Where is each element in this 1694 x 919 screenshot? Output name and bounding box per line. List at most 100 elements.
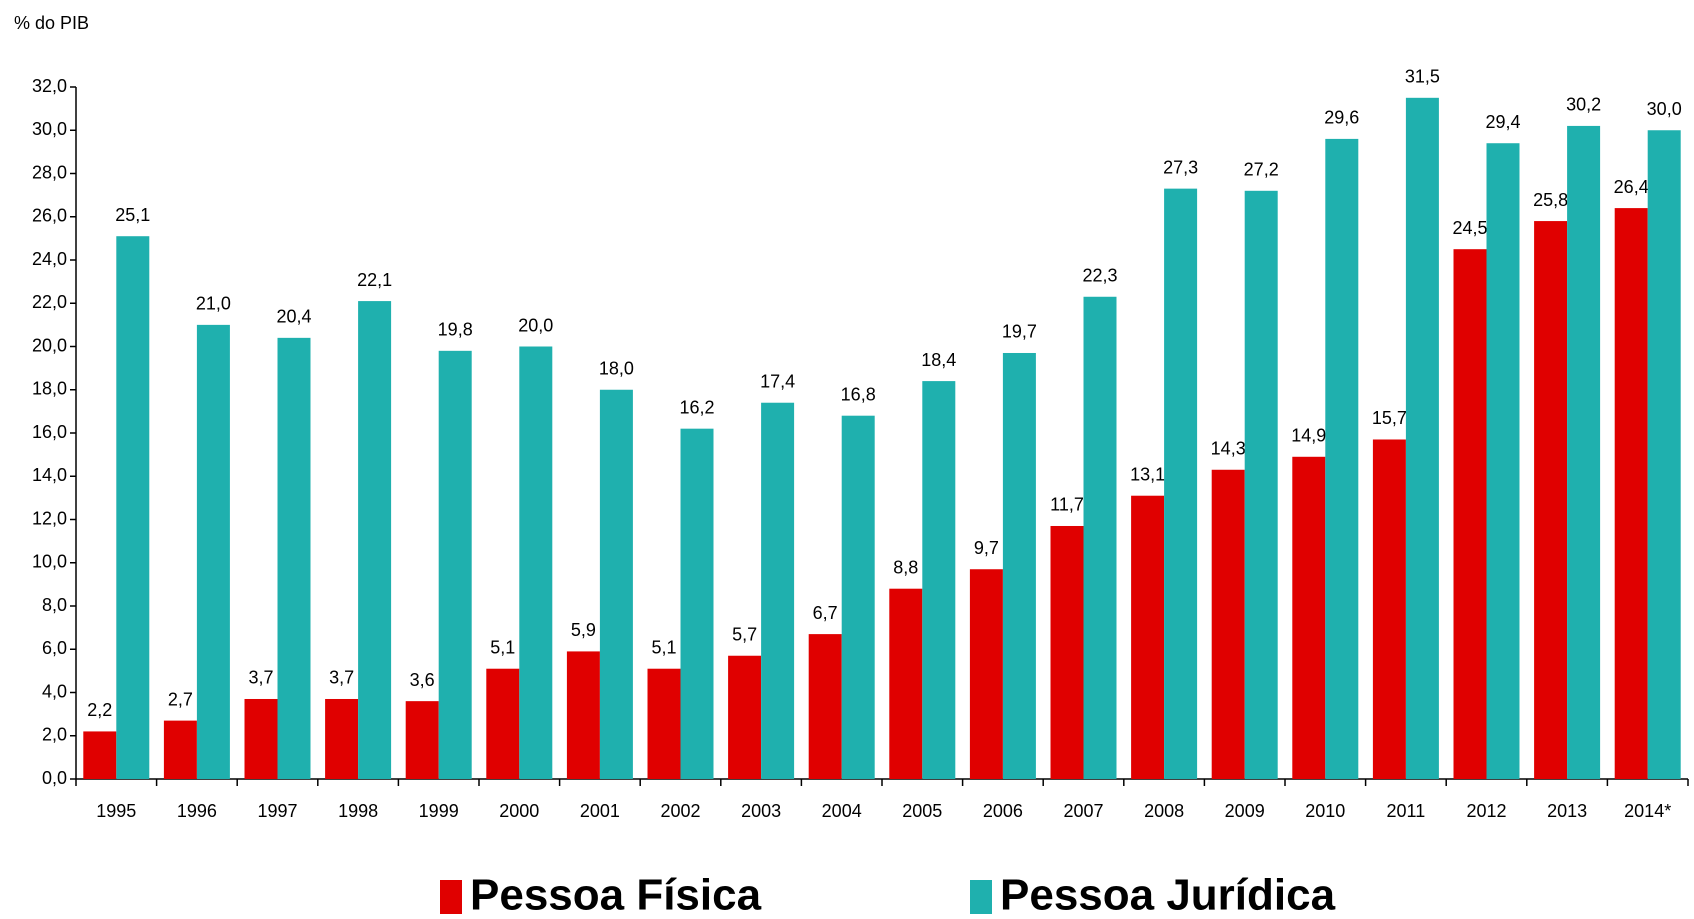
- x-tick-label: 2009: [1225, 801, 1265, 821]
- data-label: 3,7: [329, 668, 354, 688]
- bar: [1164, 188, 1198, 779]
- data-label: 25,1: [115, 205, 150, 225]
- legend-swatch: [440, 880, 462, 914]
- bar: [1614, 208, 1648, 780]
- y-tick-label: 24,0: [32, 249, 67, 269]
- x-tick-label: 2014*: [1624, 801, 1671, 821]
- data-label: 3,6: [410, 670, 435, 690]
- x-tick-label: 2001: [580, 801, 620, 821]
- x-tick-label: 1999: [419, 801, 459, 821]
- bar: [519, 346, 553, 779]
- bar: [1486, 143, 1520, 780]
- data-label: 27,3: [1163, 157, 1198, 177]
- data-label: 15,7: [1372, 408, 1407, 428]
- bar: [325, 698, 359, 779]
- bar: [922, 381, 956, 779]
- data-label: 13,1: [1130, 464, 1165, 484]
- data-label: 26,4: [1614, 177, 1649, 197]
- legend-swatch: [970, 880, 992, 914]
- bar: [680, 428, 714, 779]
- data-label: 5,1: [651, 637, 676, 657]
- bar: [808, 634, 842, 779]
- data-label: 17,4: [760, 371, 795, 391]
- data-label: 14,9: [1291, 426, 1326, 446]
- y-tick-label: 30,0: [32, 119, 67, 139]
- data-label: 5,9: [571, 620, 596, 640]
- data-label: 29,4: [1485, 112, 1520, 132]
- data-label: 18,0: [599, 359, 634, 379]
- x-tick-label: 1998: [338, 801, 378, 821]
- bar: [1534, 221, 1568, 779]
- bar: [196, 324, 230, 779]
- y-tick-label: 18,0: [32, 379, 67, 399]
- x-tick-label: 2004: [822, 801, 862, 821]
- y-tick-label: 8,0: [42, 595, 67, 615]
- data-label: 27,2: [1244, 160, 1279, 180]
- data-label: 8,8: [893, 557, 918, 577]
- legend-label: Pessoa Jurídica: [1000, 871, 1336, 919]
- bar: [277, 337, 311, 779]
- data-label: 19,7: [1002, 322, 1037, 342]
- y-tick-label: 10,0: [32, 552, 67, 572]
- bar: [163, 720, 197, 779]
- bar: [244, 698, 278, 779]
- x-tick-label: 1997: [257, 801, 297, 821]
- data-label: 14,3: [1211, 439, 1246, 459]
- x-tick-label: 2007: [1063, 801, 1103, 821]
- data-label: 5,1: [490, 637, 515, 657]
- bar: [438, 350, 472, 779]
- y-tick-label: 22,0: [32, 292, 67, 312]
- data-label: 29,6: [1324, 108, 1359, 128]
- bar: [1211, 469, 1245, 779]
- bar: [1083, 296, 1117, 779]
- x-tick-label: 2012: [1466, 801, 1506, 821]
- x-tick-label: 2010: [1305, 801, 1345, 821]
- data-label: 22,1: [357, 270, 392, 290]
- x-tick-label: 2005: [902, 801, 942, 821]
- data-label: 5,7: [732, 624, 757, 644]
- y-tick-label: 16,0: [32, 422, 67, 442]
- bar: [969, 569, 1003, 779]
- y-tick-label: 26,0: [32, 206, 67, 226]
- bar: [1567, 125, 1601, 780]
- bar: [599, 389, 633, 779]
- data-label: 6,7: [813, 603, 838, 623]
- data-label: 30,2: [1566, 95, 1601, 115]
- data-label: 21,0: [196, 294, 231, 314]
- y-tick-label: 4,0: [42, 681, 67, 701]
- bar: [761, 402, 795, 779]
- bar: [647, 668, 681, 779]
- x-tick-label: 2003: [741, 801, 781, 821]
- bar: [1244, 190, 1278, 780]
- x-tick-label: 2011: [1387, 801, 1426, 821]
- data-label: 11,7: [1050, 495, 1084, 515]
- bar: [566, 651, 600, 779]
- data-label: 30,0: [1647, 99, 1682, 119]
- data-label: 2,7: [168, 689, 193, 709]
- bar: [1292, 456, 1326, 779]
- y-tick-label: 6,0: [42, 638, 67, 658]
- bar: [83, 731, 117, 779]
- data-label: 18,4: [921, 350, 956, 370]
- y-axis-title: % do PIB: [14, 13, 89, 33]
- data-label: 16,2: [679, 397, 714, 417]
- bar: [841, 415, 875, 779]
- bar: [1647, 130, 1681, 779]
- bar: [1325, 138, 1359, 779]
- bar: [486, 668, 520, 779]
- y-tick-label: 2,0: [42, 725, 67, 745]
- data-label: 24,5: [1452, 218, 1487, 238]
- data-label: 3,7: [248, 668, 273, 688]
- y-tick-label: 28,0: [32, 162, 67, 182]
- y-tick-label: 14,0: [32, 465, 67, 485]
- data-label: 22,3: [1082, 266, 1117, 286]
- legend-label: Pessoa Física: [470, 871, 762, 919]
- bar: [358, 301, 392, 779]
- bar: [1050, 525, 1084, 779]
- bar: [1002, 352, 1036, 779]
- x-tick-label: 2013: [1547, 801, 1587, 821]
- bar: [1372, 439, 1406, 779]
- data-label: 31,5: [1405, 67, 1440, 87]
- bar: [1453, 249, 1487, 779]
